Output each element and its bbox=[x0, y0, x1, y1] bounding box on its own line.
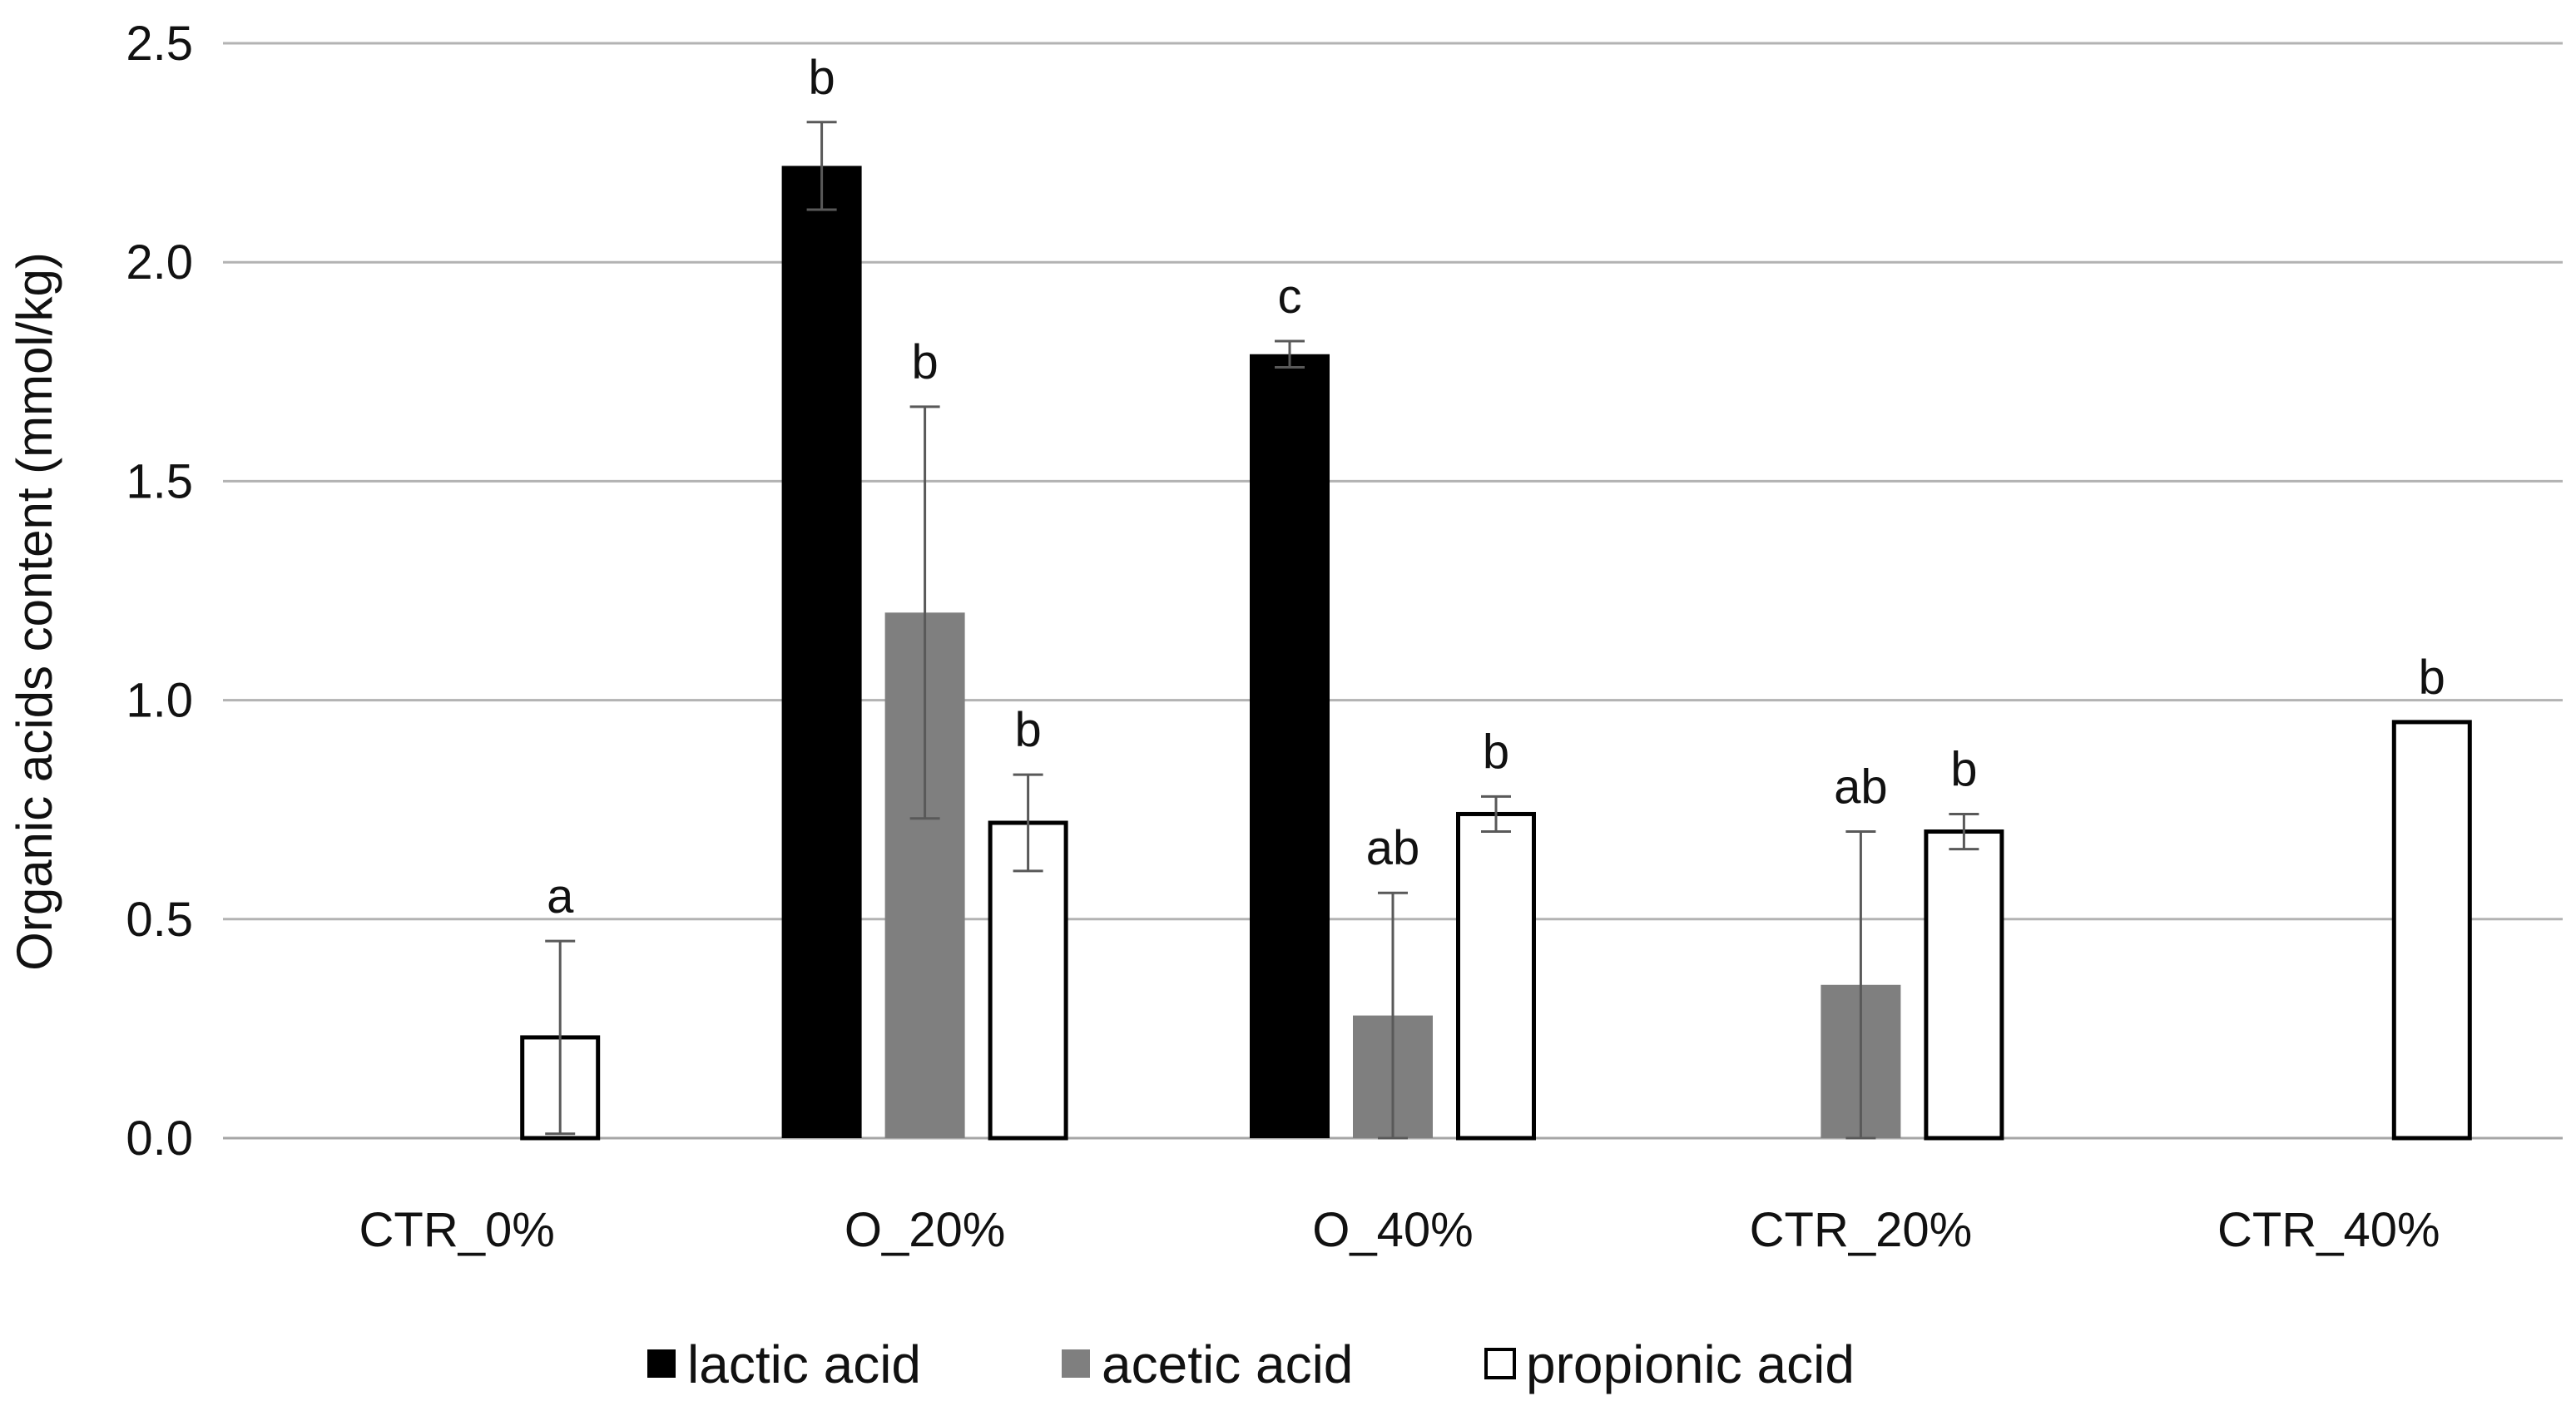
bar-propionic-acid-4 bbox=[2391, 720, 2472, 1141]
legend-swatch-propionic-acid bbox=[1484, 1348, 1516, 1379]
gridlines bbox=[223, 42, 2563, 1140]
bars bbox=[520, 166, 2472, 1141]
significance-letter: b bbox=[1014, 703, 1041, 757]
legend-label: lactic acid bbox=[687, 1334, 921, 1394]
significance-letter: b bbox=[1950, 742, 1977, 796]
y-tick-label: 1.5 bbox=[126, 454, 193, 508]
legend-swatch-acetic-acid bbox=[1062, 1349, 1090, 1378]
significance-letter: b bbox=[2419, 651, 2445, 705]
y-tick-label: 2.0 bbox=[126, 235, 193, 290]
x-category-label: CTR_20% bbox=[1750, 1203, 1973, 1257]
significance-letter: b bbox=[911, 335, 938, 389]
x-category-label: CTR_0% bbox=[359, 1203, 555, 1257]
bar-propionic-acid-3 bbox=[1924, 829, 2004, 1141]
x-category-label: O_20% bbox=[845, 1203, 1005, 1257]
legend-label: propionic acid bbox=[1526, 1334, 1855, 1394]
x-category-label: CTR_40% bbox=[2217, 1203, 2440, 1257]
y-tick-label: 0.5 bbox=[126, 893, 193, 947]
bar-propionic-acid-2 bbox=[1456, 811, 1536, 1141]
y-axis-label: Organic acids content (mmol/kg) bbox=[7, 252, 62, 971]
y-tick-label: 1.0 bbox=[126, 674, 193, 728]
y-tick-label: 2.5 bbox=[126, 17, 193, 71]
significance-letter: ab bbox=[1366, 821, 1420, 875]
bar-lactic-acid-2 bbox=[1250, 354, 1330, 1138]
legend-swatch-lactic-acid bbox=[647, 1349, 676, 1378]
significance-letter: c bbox=[1278, 270, 1302, 324]
y-tick-label: 0.0 bbox=[126, 1112, 193, 1166]
significance-letter: b bbox=[808, 51, 835, 105]
x-category-labels: CTR_0% O_20% O_40% CTR_20% CTR_40% bbox=[359, 1203, 2440, 1257]
y-tick-labels: 0.0 0.5 1.0 1.5 2.0 2.5 bbox=[126, 17, 193, 1166]
bar-lactic-acid-1 bbox=[781, 166, 862, 1139]
error-bars bbox=[545, 121, 1979, 1140]
legend-label: acetic acid bbox=[1102, 1334, 1353, 1394]
significance-letter: b bbox=[1483, 725, 1509, 779]
significance-letter: a bbox=[547, 869, 574, 923]
significance-letter: ab bbox=[1834, 760, 1888, 814]
x-category-label: O_40% bbox=[1312, 1203, 1473, 1257]
legend: lactic acid acetic acid propionic acid bbox=[647, 1334, 1855, 1394]
